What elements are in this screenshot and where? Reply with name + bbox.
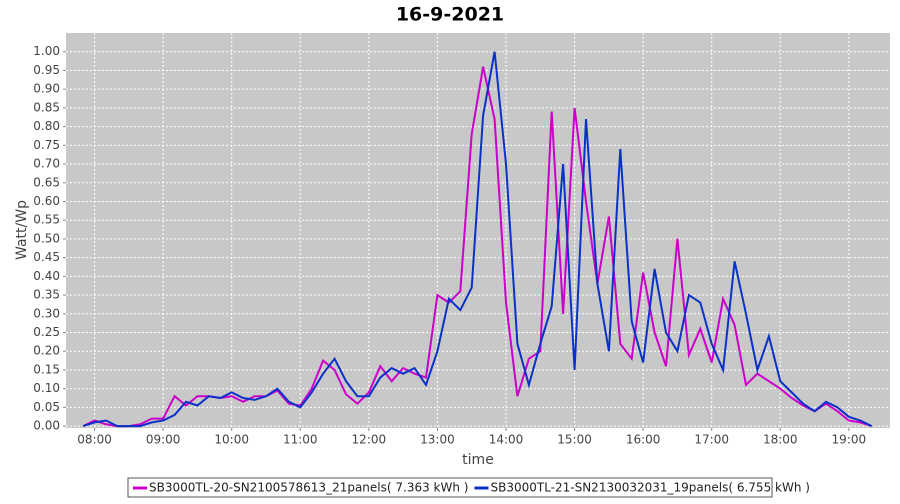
y-tick-label: 0.00 bbox=[33, 419, 60, 433]
y-tick-label: 0.70 bbox=[33, 157, 60, 171]
x-tick-label: 08:00 bbox=[77, 433, 112, 447]
x-tick-label: 15:00 bbox=[557, 433, 592, 447]
y-tick-label: 1.00 bbox=[33, 44, 60, 58]
x-tick-label: 16:00 bbox=[626, 433, 661, 447]
x-tick-label: 11:00 bbox=[283, 433, 318, 447]
legend-label: SB3000TL-20-SN2100578613_21panels( 7.363… bbox=[149, 481, 468, 495]
y-tick-label: 0.30 bbox=[33, 306, 60, 320]
x-tick-label: 19:00 bbox=[832, 433, 867, 447]
y-tick-label: 0.60 bbox=[33, 194, 60, 208]
y-tick-label: 0.95 bbox=[33, 63, 60, 77]
x-tick-label: 13:00 bbox=[420, 433, 455, 447]
y-tick-label: 0.65 bbox=[33, 175, 60, 189]
x-tick-label: 14:00 bbox=[489, 433, 524, 447]
y-tick-label: 0.25 bbox=[33, 325, 60, 339]
y-tick-label: 0.20 bbox=[33, 344, 60, 358]
y-axis-label: Watt/Wp bbox=[14, 200, 30, 260]
chart-title: 16-9-2021 bbox=[396, 4, 504, 26]
y-tick-label: 0.15 bbox=[33, 362, 60, 376]
x-axis-label: time bbox=[462, 452, 494, 468]
x-tick-label: 09:00 bbox=[146, 433, 181, 447]
y-tick-label: 0.40 bbox=[33, 269, 60, 283]
y-tick-label: 0.10 bbox=[33, 381, 60, 395]
y-tick-label: 0.75 bbox=[33, 138, 60, 152]
y-tick-label: 0.50 bbox=[33, 231, 60, 245]
series-line bbox=[82, 51, 873, 428]
y-tick-label: 0.85 bbox=[33, 100, 60, 114]
y-tick-label: 0.55 bbox=[33, 213, 60, 227]
x-tick-label: 12:00 bbox=[352, 433, 387, 447]
x-tick-label: 10:00 bbox=[214, 433, 249, 447]
y-tick-label: 0.80 bbox=[33, 119, 60, 133]
legend-label: SB3000TL-21-SN2130032031_19panels( 6.755… bbox=[490, 481, 809, 495]
x-tick-label: 17:00 bbox=[694, 433, 729, 447]
y-tick-label: 0.05 bbox=[33, 400, 60, 414]
y-tick-label: 0.90 bbox=[33, 82, 60, 96]
legend bbox=[127, 477, 773, 498]
y-tick-label: 0.35 bbox=[33, 288, 60, 302]
y-tick-label: 0.45 bbox=[33, 250, 60, 264]
x-tick-label: 18:00 bbox=[763, 433, 798, 447]
